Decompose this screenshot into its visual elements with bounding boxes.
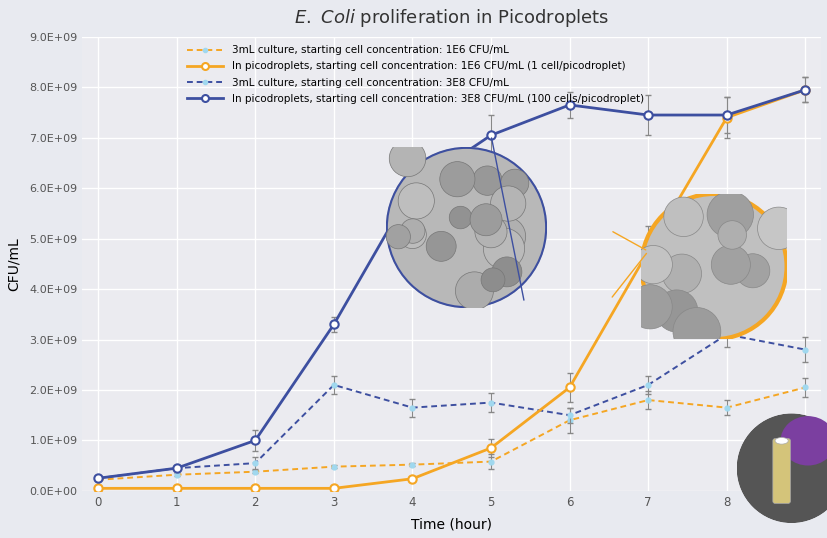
Ellipse shape: [480, 268, 504, 292]
Title: $\it{E.\ Coli}$ proliferation in Picodroplets: $\it{E.\ Coli}$ proliferation in Picodro…: [294, 7, 609, 29]
Ellipse shape: [490, 186, 525, 221]
Ellipse shape: [449, 206, 471, 229]
Y-axis label: CFU/mL: CFU/mL: [7, 237, 21, 291]
Ellipse shape: [426, 231, 456, 261]
Ellipse shape: [627, 285, 672, 329]
Ellipse shape: [483, 228, 524, 270]
Ellipse shape: [710, 245, 749, 284]
Ellipse shape: [475, 216, 506, 248]
Ellipse shape: [736, 413, 827, 523]
Ellipse shape: [439, 161, 475, 197]
Ellipse shape: [655, 290, 697, 332]
Ellipse shape: [672, 308, 720, 356]
Ellipse shape: [674, 204, 700, 231]
Ellipse shape: [486, 217, 525, 256]
FancyBboxPatch shape: [772, 438, 790, 504]
Ellipse shape: [470, 204, 501, 236]
Ellipse shape: [780, 416, 827, 465]
Ellipse shape: [662, 254, 700, 293]
Ellipse shape: [491, 257, 521, 287]
X-axis label: Time (hour): Time (hour): [411, 517, 491, 531]
Ellipse shape: [385, 224, 410, 249]
Ellipse shape: [757, 207, 799, 250]
Ellipse shape: [455, 272, 493, 310]
Ellipse shape: [717, 221, 746, 249]
Ellipse shape: [735, 254, 769, 288]
Legend: 3mL culture, starting cell concentration: 1E6 CFU/mL, In picodroplets, starting : 3mL culture, starting cell concentration…: [184, 42, 646, 107]
Ellipse shape: [398, 183, 434, 219]
Ellipse shape: [385, 147, 547, 308]
Ellipse shape: [706, 192, 753, 238]
Ellipse shape: [774, 437, 787, 444]
Ellipse shape: [663, 197, 702, 237]
Ellipse shape: [633, 245, 672, 284]
Ellipse shape: [472, 166, 501, 195]
Ellipse shape: [641, 194, 786, 339]
Ellipse shape: [400, 219, 424, 243]
Ellipse shape: [500, 169, 528, 197]
Ellipse shape: [398, 221, 426, 249]
Ellipse shape: [389, 140, 425, 176]
